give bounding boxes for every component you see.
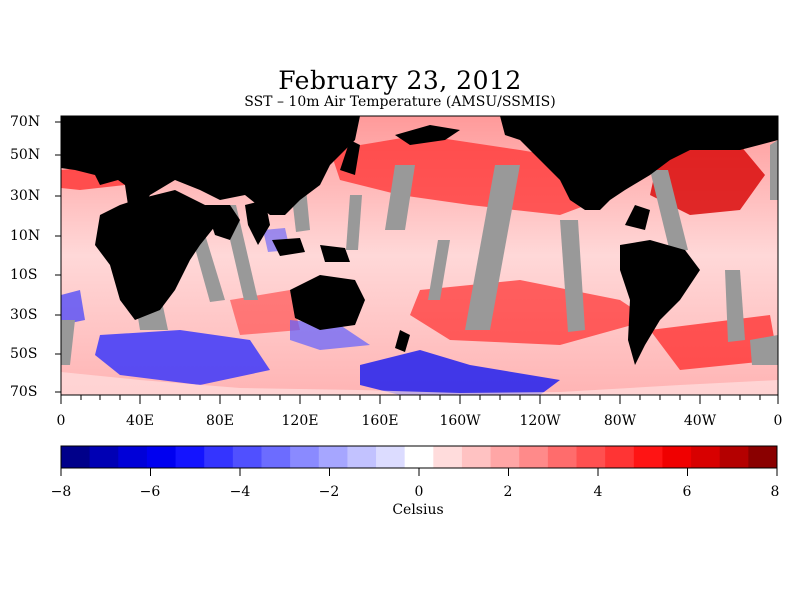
colorbar-tick-label: −6 <box>139 484 161 500</box>
colorbar-cell <box>204 446 234 468</box>
lat-label-70s: 70S <box>10 384 38 400</box>
colorbar-cell <box>547 446 578 468</box>
lat-label-50n: 50N <box>10 147 41 163</box>
lon-label-40w: 40W <box>683 413 717 429</box>
south-atlantic-warm <box>650 315 778 370</box>
lon-label-160e: 160E <box>361 413 399 429</box>
colorbar-cell <box>719 446 749 468</box>
lat-label-10s: 10S <box>10 267 38 283</box>
swath-14 <box>61 320 75 365</box>
colorbar-cell <box>662 446 692 468</box>
colorbar-tick-label: 6 <box>682 484 692 500</box>
colorbar-cell <box>232 446 262 468</box>
colorbar-cell <box>376 446 406 468</box>
colorbar-cell <box>633 446 663 468</box>
colorbar-cell <box>576 446 606 468</box>
colorbar-tick-label: −8 <box>50 484 72 500</box>
lon-label-160w: 160W <box>439 413 481 429</box>
longitude-ticks <box>60 395 779 404</box>
swath-7 <box>346 195 362 250</box>
lon-label-40e: 40E <box>125 413 155 429</box>
colorbar-tick-label: −2 <box>318 484 340 500</box>
antarctic-margin <box>61 372 778 395</box>
south-america <box>620 240 700 365</box>
colorbar-tick-label: −4 <box>229 484 251 500</box>
colorbar-cell <box>404 446 434 468</box>
land-masses <box>61 116 778 365</box>
swath-5 <box>560 220 585 332</box>
lat-label-30n: 30N <box>10 188 41 204</box>
swath-10 <box>725 270 745 342</box>
new-guinea <box>320 245 350 262</box>
swath-13 <box>770 140 778 200</box>
colorbar-cell <box>461 446 492 468</box>
africa <box>95 190 220 320</box>
southern-indian-cold <box>95 330 270 385</box>
aleutian-alaska-edge <box>395 125 460 145</box>
lon-label-120e: 120E <box>281 413 319 429</box>
north-atlantic-warm <box>650 145 765 215</box>
colorbar-cell <box>748 446 778 468</box>
lon-label-80w: 80W <box>603 413 637 429</box>
lon-label-120w: 120W <box>519 413 561 429</box>
swath-11 <box>428 240 450 300</box>
southern-pacific-cold <box>360 350 560 395</box>
new-zealand <box>395 330 410 352</box>
colorbar-tick-label: 4 <box>593 484 603 500</box>
lon-label-0: 0 <box>56 413 66 429</box>
colorbar-cell <box>261 446 291 468</box>
colorbar-cell <box>118 446 148 468</box>
colorbar-cell <box>347 446 377 468</box>
colorbar <box>61 446 778 468</box>
latitude-ticks <box>55 121 61 393</box>
borneo-sumatra <box>272 238 305 256</box>
colorbar-tick-label: 2 <box>503 484 513 500</box>
colorbar-cell <box>691 446 721 468</box>
colorbar-cell <box>490 446 520 468</box>
south-atlantic-cold-patch <box>61 290 85 325</box>
arabia <box>205 205 240 240</box>
colorbar-unit-label: Celsius <box>392 502 444 518</box>
lat-label-70n: 70N <box>10 114 41 130</box>
swath-12 <box>750 335 778 365</box>
map-subtitle: SST – 10m Air Temperature (AMSU/SSMIS) <box>244 94 556 110</box>
tasman-cold <box>290 320 370 350</box>
colorbar-cell <box>519 446 549 468</box>
swath-4 <box>465 165 520 330</box>
colorbar-tick-label: 0 <box>414 484 424 500</box>
india <box>245 200 270 245</box>
colorbar-cell <box>605 446 635 468</box>
colorbar-cell <box>318 446 348 468</box>
colorbar-cell <box>433 446 463 468</box>
lon-label-0-end: 0 <box>773 413 783 429</box>
colorbar-cell <box>146 446 177 468</box>
north-pacific-warm <box>330 135 600 215</box>
colorbar-cell <box>61 446 91 468</box>
map-title: February 23, 2012 <box>278 66 522 95</box>
japan <box>340 140 360 175</box>
eurasia <box>61 116 360 215</box>
lat-label-30s: 30S <box>10 307 38 323</box>
central-america <box>625 205 650 230</box>
indian-ocean-warm <box>230 290 300 335</box>
greenland <box>700 116 760 145</box>
colorbar-cell <box>290 446 320 468</box>
colorbar-ticks <box>60 468 778 476</box>
swath-3 <box>385 165 415 230</box>
lat-label-10n: 10N <box>10 228 41 244</box>
lat-label-50s: 50S <box>10 346 38 362</box>
north-america <box>500 116 778 210</box>
swath-6 <box>650 170 688 252</box>
colorbar-cell <box>89 446 119 468</box>
lon-label-80e: 80E <box>205 413 235 429</box>
colorbar-tick-label: 8 <box>770 484 780 500</box>
australia <box>290 275 365 330</box>
colorbar-cell <box>175 446 205 468</box>
